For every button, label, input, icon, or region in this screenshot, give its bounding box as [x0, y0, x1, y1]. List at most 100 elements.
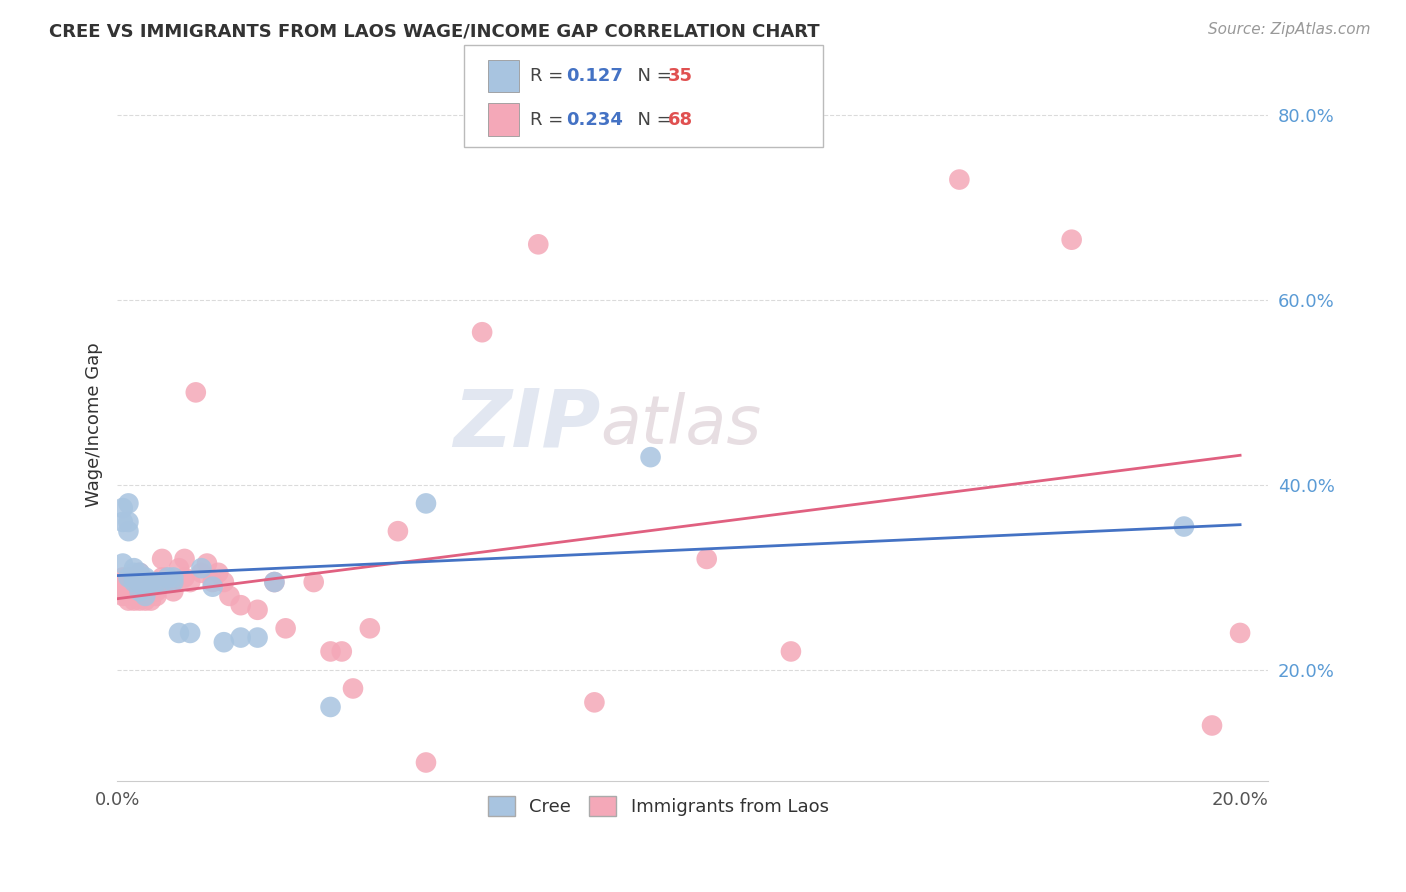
- Point: [128, 566, 150, 580]
- Point: [263, 575, 285, 590]
- Point: [162, 570, 184, 584]
- Point: [415, 496, 437, 510]
- Y-axis label: Wage/Income Gap: Wage/Income Gap: [86, 343, 103, 508]
- Point: [111, 580, 134, 594]
- Point: [207, 566, 229, 580]
- Point: [145, 575, 167, 590]
- Point: [212, 635, 235, 649]
- Point: [201, 575, 224, 590]
- Point: [330, 644, 353, 658]
- Point: [471, 325, 494, 339]
- Text: ZIP: ZIP: [453, 385, 600, 464]
- Point: [229, 631, 252, 645]
- Point: [190, 566, 212, 580]
- Point: [246, 603, 269, 617]
- Text: R =: R =: [530, 67, 569, 85]
- Point: [696, 552, 718, 566]
- Point: [134, 580, 156, 594]
- Point: [117, 580, 139, 594]
- Point: [150, 552, 173, 566]
- Point: [162, 584, 184, 599]
- Point: [156, 575, 179, 590]
- Point: [156, 570, 179, 584]
- Point: [122, 575, 145, 590]
- Point: [122, 570, 145, 584]
- Point: [263, 575, 285, 590]
- Point: [1060, 233, 1083, 247]
- Point: [167, 626, 190, 640]
- Text: Source: ZipAtlas.com: Source: ZipAtlas.com: [1208, 22, 1371, 37]
- Point: [190, 561, 212, 575]
- Text: 68: 68: [668, 111, 693, 128]
- Point: [948, 172, 970, 186]
- Point: [111, 584, 134, 599]
- Text: N =: N =: [626, 111, 678, 128]
- Point: [134, 593, 156, 607]
- Point: [342, 681, 364, 696]
- Point: [117, 515, 139, 529]
- Point: [122, 580, 145, 594]
- Point: [1201, 718, 1223, 732]
- Point: [162, 575, 184, 590]
- Point: [359, 621, 381, 635]
- Point: [122, 570, 145, 584]
- Text: atlas: atlas: [600, 392, 762, 458]
- Point: [179, 626, 201, 640]
- Point: [583, 695, 606, 709]
- Point: [150, 570, 173, 584]
- Point: [319, 700, 342, 714]
- Point: [117, 584, 139, 599]
- Point: [229, 598, 252, 612]
- Text: CREE VS IMMIGRANTS FROM LAOS WAGE/INCOME GAP CORRELATION CHART: CREE VS IMMIGRANTS FROM LAOS WAGE/INCOME…: [49, 22, 820, 40]
- Point: [122, 584, 145, 599]
- Text: N =: N =: [626, 67, 678, 85]
- Point: [179, 575, 201, 590]
- Point: [128, 593, 150, 607]
- Point: [117, 496, 139, 510]
- Point: [111, 589, 134, 603]
- Legend: Cree, Immigrants from Laos: Cree, Immigrants from Laos: [478, 787, 838, 825]
- Point: [212, 575, 235, 590]
- Point: [139, 593, 162, 607]
- Point: [184, 385, 207, 400]
- Point: [111, 575, 134, 590]
- Point: [134, 589, 156, 603]
- Point: [1173, 519, 1195, 533]
- Point: [167, 561, 190, 575]
- Point: [117, 575, 139, 590]
- Point: [246, 631, 269, 645]
- Point: [139, 575, 162, 590]
- Point: [134, 580, 156, 594]
- Point: [117, 570, 139, 584]
- Point: [145, 589, 167, 603]
- Point: [139, 584, 162, 599]
- Point: [173, 552, 195, 566]
- Text: 0.127: 0.127: [567, 67, 623, 85]
- Point: [145, 584, 167, 599]
- Point: [218, 589, 240, 603]
- Point: [156, 570, 179, 584]
- Point: [128, 575, 150, 590]
- Point: [1229, 626, 1251, 640]
- Point: [122, 561, 145, 575]
- Point: [128, 584, 150, 599]
- Point: [117, 570, 139, 584]
- Point: [111, 557, 134, 571]
- Point: [274, 621, 297, 635]
- Point: [111, 501, 134, 516]
- Point: [387, 524, 409, 538]
- Point: [111, 515, 134, 529]
- Point: [128, 589, 150, 603]
- Point: [145, 575, 167, 590]
- Point: [128, 566, 150, 580]
- Point: [111, 570, 134, 584]
- Point: [173, 570, 195, 584]
- Point: [780, 644, 803, 658]
- Point: [527, 237, 550, 252]
- Point: [162, 575, 184, 590]
- Point: [139, 575, 162, 590]
- Point: [150, 575, 173, 590]
- Point: [122, 589, 145, 603]
- Point: [117, 589, 139, 603]
- Text: R =: R =: [530, 111, 569, 128]
